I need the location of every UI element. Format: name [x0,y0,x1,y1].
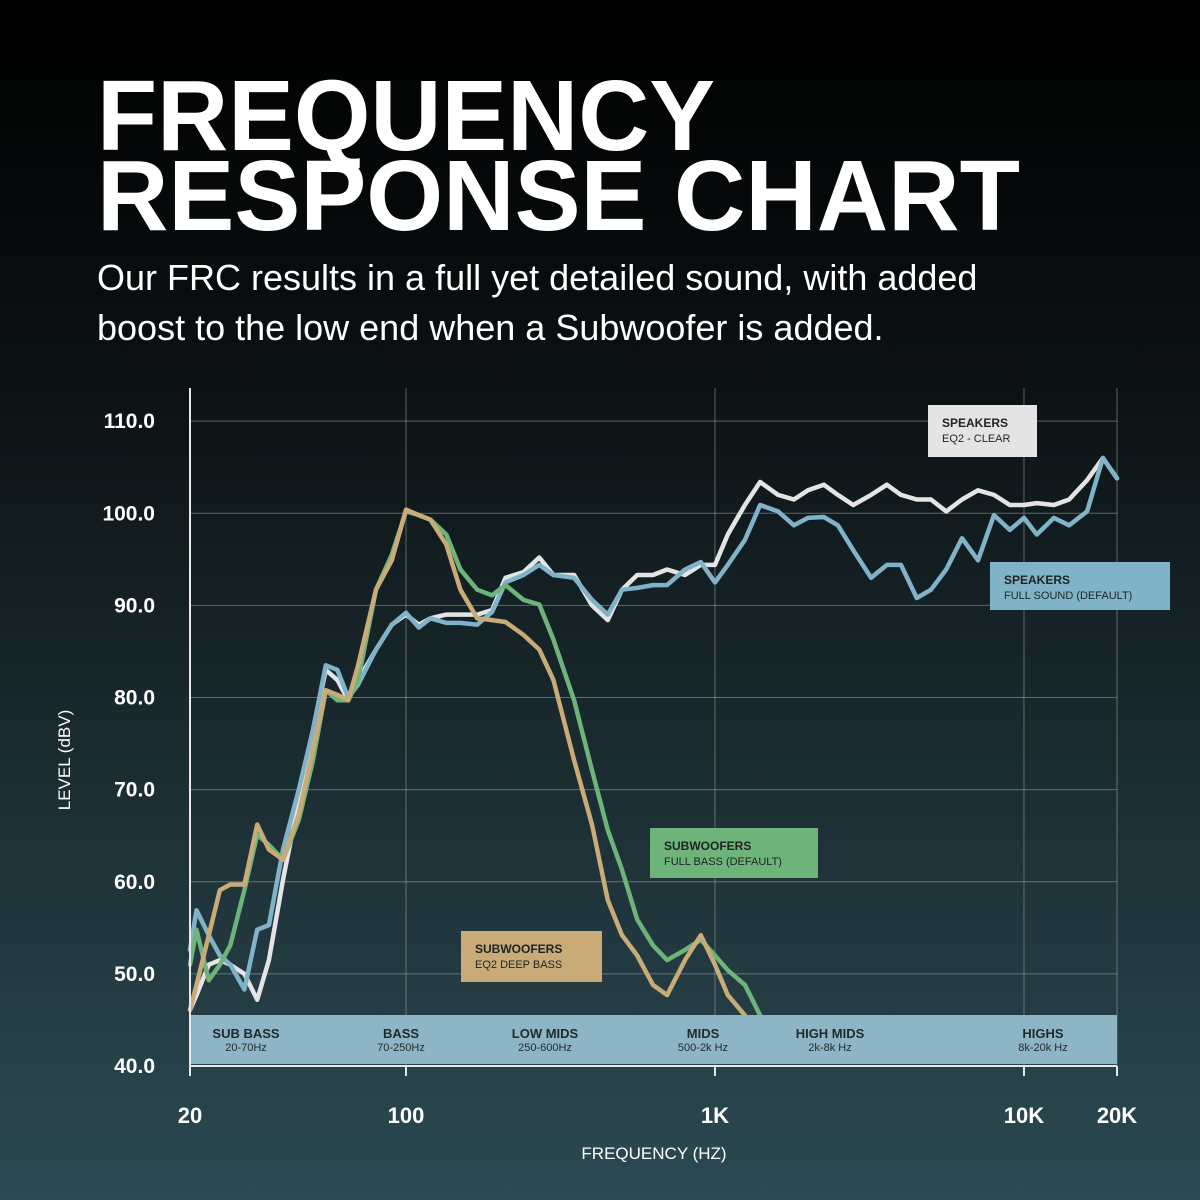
y-tick-label: 90.0 [114,594,155,617]
legend-name: SPEAKERS [1004,573,1070,587]
legend-name: SUBWOOFERS [664,839,751,853]
y-tick-label: 60.0 [114,871,155,894]
series-line [187,507,748,1018]
legend-subname: EQ2 - CLEAR [942,433,1011,445]
y-axis-label: LEVEL (dBV) [55,710,74,810]
chart-title: RESPONSE CHART [97,140,1020,252]
band-range: 500-2k Hz [678,1042,728,1054]
subtitle: Our FRC results in a full yet detailed s… [97,257,977,298]
band-name: MIDS [687,1026,720,1041]
band-name: HIGH MIDS [796,1026,865,1041]
x-axis-label: FREQUENCY (HZ) [581,1144,726,1163]
band-range: 20-70Hz [225,1042,267,1054]
legend-subname: FULL BASS (DEFAULT) [664,856,782,868]
y-tick-label: 110.0 [104,410,155,433]
x-tick-label: 10K [1004,1103,1044,1128]
legend-name: SPEAKERS [942,416,1008,430]
legend-name: SUBWOOFERS [475,942,562,956]
x-tick-label: 20K [1097,1103,1137,1128]
y-tick-label: 50.0 [114,963,155,986]
x-tick-label: 1K [701,1103,729,1128]
legend-box [461,931,602,982]
legend-box [990,562,1170,610]
x-tick-label: 20 [178,1103,202,1128]
legend-box [650,828,818,878]
band-range: 8k-20k Hz [1018,1042,1068,1054]
band-name: SUB BASS [212,1026,280,1041]
legend-subname: FULL SOUND (DEFAULT) [1004,590,1132,602]
band-name: BASS [383,1026,419,1041]
y-tick-label: 80.0 [114,687,155,710]
series-line [187,455,1120,992]
band-name: LOW MIDS [512,1026,579,1041]
subtitle: boost to the low end when a Subwoofer is… [97,307,884,348]
y-tick-label: 100.0 [102,502,155,525]
band-range: 250-600Hz [518,1042,572,1054]
x-tick-label: 100 [388,1103,425,1128]
band-strip [190,1015,1117,1064]
band-range: 70-250Hz [377,1042,425,1054]
band-range: 2k-8k Hz [808,1042,851,1054]
y-tick-label: 40.0 [114,1055,155,1078]
chart-title: FREQUENCY [97,60,715,172]
y-tick-label: 70.0 [114,779,155,802]
band-name: HIGHS [1022,1026,1064,1041]
legend-subname: EQ2 DEEP BASS [475,959,562,971]
legend-box [928,405,1037,457]
